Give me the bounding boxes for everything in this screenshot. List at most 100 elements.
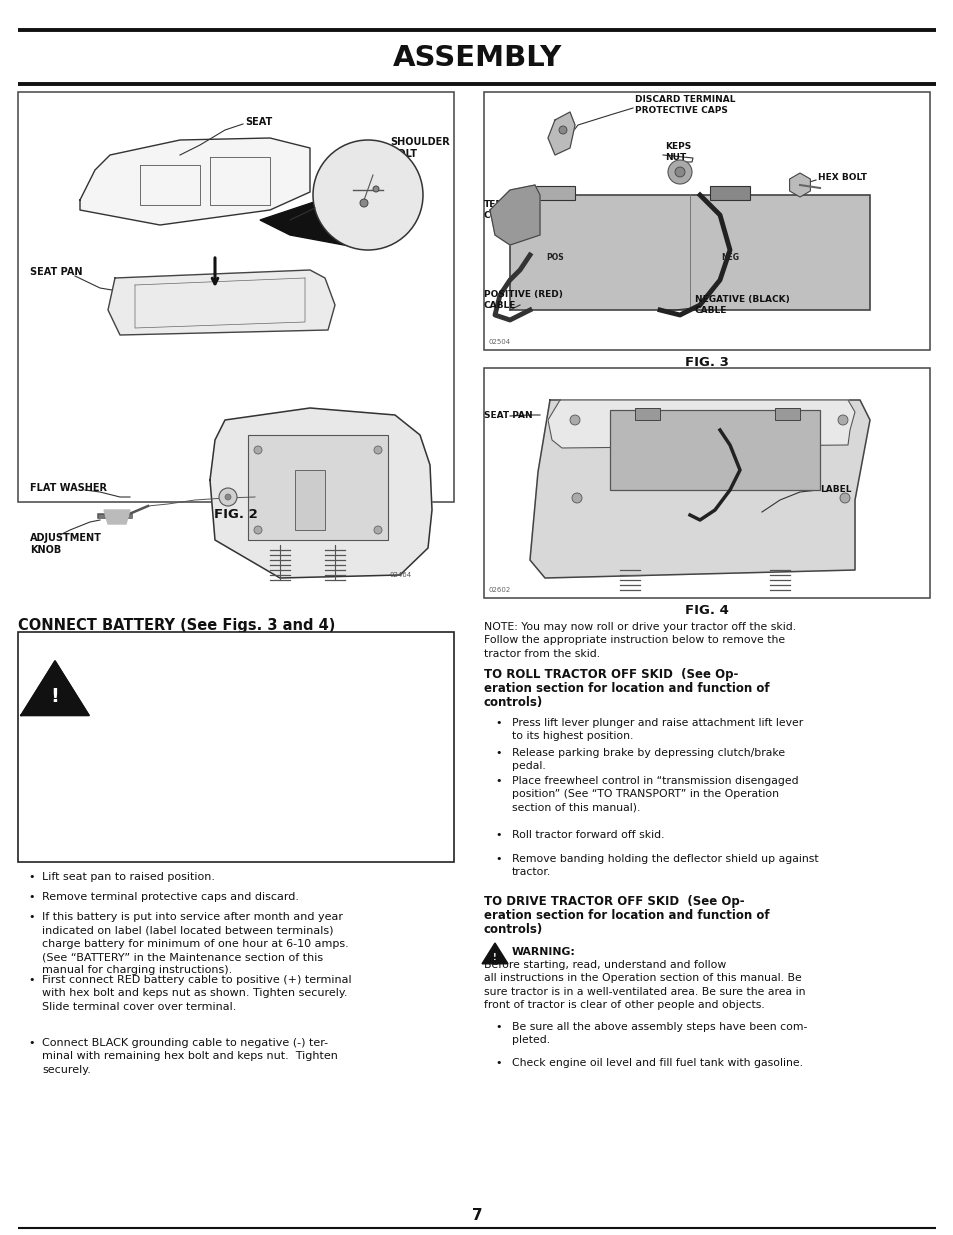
Text: !: !: [493, 953, 497, 962]
Text: •: •: [496, 830, 501, 840]
Text: •: •: [496, 853, 501, 864]
Bar: [18, 632, 454, 862]
Text: Before starting, read, understand and follow
all instructions in the Operation s: Before starting, read, understand and fo…: [483, 960, 804, 1010]
Text: !: !: [51, 688, 59, 706]
Bar: [294, 471, 325, 530]
Text: SEAT PAN: SEAT PAN: [30, 267, 82, 277]
Bar: [609, 410, 820, 490]
Text: First connect RED battery cable to positive (+) terminal
with hex bolt and keps : First connect RED battery cable to posit…: [42, 974, 352, 1011]
Text: If this battery is put into service after month and year
indicated on label (lab: If this battery is put into service afte…: [42, 911, 349, 976]
Text: Positive terminal must be connected
first to prevent sparking from accidental
gr: Positive terminal must be connected firs…: [105, 764, 360, 803]
Text: POSITIVE (RED)
CABLE: POSITIVE (RED) CABLE: [483, 290, 562, 310]
Polygon shape: [490, 185, 539, 245]
Text: Press lift lever plunger and raise attachment lift lever
to its highest position: Press lift lever plunger and raise attac…: [512, 718, 802, 741]
Circle shape: [840, 493, 849, 503]
Text: 7: 7: [471, 1208, 482, 1223]
Bar: [483, 368, 929, 598]
Text: Remove terminal protective caps and discard.: Remove terminal protective caps and disc…: [42, 892, 298, 902]
Text: TO ROLL TRACTOR OFF SKID  (See Op-: TO ROLL TRACTOR OFF SKID (See Op-: [483, 668, 738, 680]
Circle shape: [313, 140, 422, 249]
Bar: [635, 408, 659, 420]
Text: •: •: [496, 776, 501, 785]
Text: eration section for location and function of: eration section for location and functio…: [483, 909, 769, 923]
Text: ADJUSTMENT
KNOB: ADJUSTMENT KNOB: [30, 534, 102, 556]
Bar: [535, 186, 575, 200]
Circle shape: [359, 199, 368, 207]
Text: eration section for location and function of: eration section for location and functio…: [483, 682, 769, 695]
Polygon shape: [80, 138, 310, 225]
Bar: [248, 435, 388, 540]
Text: TO DRIVE TRACTOR OFF SKID  (See Op-: TO DRIVE TRACTOR OFF SKID (See Op-: [483, 895, 744, 908]
Text: controls): controls): [483, 923, 542, 936]
Circle shape: [374, 526, 381, 534]
Circle shape: [572, 493, 581, 503]
Bar: [18, 91, 454, 501]
Bar: [774, 408, 800, 420]
Polygon shape: [260, 200, 370, 248]
Text: •: •: [29, 892, 35, 902]
Text: Connect BLACK grounding cable to negative (-) ter-
minal with remaining hex bolt: Connect BLACK grounding cable to negativ…: [42, 1037, 337, 1074]
Text: Release parking brake by depressing clutch/brake
pedal.: Release parking brake by depressing clut…: [512, 748, 784, 772]
Text: Place freewheel control in “transmission disengaged
position” (See “TO TRANSPORT: Place freewheel control in “transmission…: [512, 776, 798, 813]
Text: Be sure all the above assembly steps have been com-
pleted.: Be sure all the above assembly steps hav…: [512, 1023, 806, 1045]
Text: •: •: [496, 1058, 501, 1068]
Circle shape: [675, 167, 684, 177]
Bar: [709, 186, 749, 200]
Text: NEG: NEG: [720, 253, 739, 262]
Polygon shape: [481, 944, 507, 963]
Text: controls): controls): [483, 697, 542, 709]
Text: Roll tractor forward off skid.: Roll tractor forward off skid.: [512, 830, 664, 840]
Text: 02464: 02464: [390, 572, 412, 578]
Circle shape: [558, 126, 566, 135]
Text: NEGATIVE (BLACK)
CABLE: NEGATIVE (BLACK) CABLE: [695, 295, 789, 315]
Polygon shape: [21, 661, 89, 715]
Polygon shape: [210, 408, 432, 578]
Polygon shape: [104, 510, 130, 524]
Text: FIG. 3: FIG. 3: [684, 356, 728, 368]
Text: 02504: 02504: [489, 338, 511, 345]
Text: DISCARD TERMINAL
PROTECTIVE CAPS: DISCARD TERMINAL PROTECTIVE CAPS: [635, 95, 735, 115]
Text: TERMINAL
COVER: TERMINAL COVER: [483, 200, 536, 220]
Text: •: •: [496, 1023, 501, 1032]
Text: •: •: [496, 748, 501, 758]
Text: •: •: [29, 911, 35, 923]
Polygon shape: [547, 400, 854, 448]
Text: •: •: [29, 1037, 35, 1049]
Polygon shape: [108, 270, 335, 335]
Text: •: •: [29, 872, 35, 882]
Bar: [483, 91, 929, 350]
Text: HEX BOLT: HEX BOLT: [817, 173, 866, 183]
Polygon shape: [547, 112, 575, 156]
Text: FLAT WASHER: FLAT WASHER: [30, 483, 107, 493]
Text: SHOULDER
BOLT: SHOULDER BOLT: [390, 137, 449, 159]
Text: SEAT PAN: SEAT PAN: [483, 410, 532, 420]
Text: •: •: [29, 974, 35, 986]
Text: Remove banding holding the deflector shield up against
tractor.: Remove banding holding the deflector shi…: [512, 853, 818, 877]
Text: SEAT: SEAT: [245, 117, 272, 127]
Text: FIG. 2: FIG. 2: [213, 509, 257, 521]
Text: LABEL: LABEL: [820, 485, 851, 494]
Circle shape: [837, 415, 847, 425]
Text: WARNING:: WARNING:: [512, 947, 576, 957]
Circle shape: [253, 446, 262, 454]
Circle shape: [253, 526, 262, 534]
Text: •: •: [496, 718, 501, 727]
Bar: [510, 195, 869, 310]
Text: CAUTION:  Do not short battery termi-
nals by allowing a wrench or any other
obj: CAUTION: Do not short battery termi- nal…: [105, 641, 349, 719]
Polygon shape: [530, 400, 869, 578]
Text: KEPS
NUT: KEPS NUT: [664, 142, 691, 162]
Text: Check engine oil level and fill fuel tank with gasoline.: Check engine oil level and fill fuel tan…: [512, 1058, 802, 1068]
Text: ASSEMBLY: ASSEMBLY: [392, 44, 561, 72]
Circle shape: [219, 488, 236, 506]
Circle shape: [373, 186, 378, 191]
Text: NOTE: You may now roll or drive your tractor off the skid.
Follow the appropriat: NOTE: You may now roll or drive your tra…: [483, 622, 796, 658]
Text: POS: POS: [546, 253, 563, 262]
Text: CONNECT BATTERY (See Figs. 3 and 4): CONNECT BATTERY (See Figs. 3 and 4): [18, 618, 335, 634]
Circle shape: [569, 415, 579, 425]
Text: Lift seat pan to raised position.: Lift seat pan to raised position.: [42, 872, 214, 882]
Text: FIG. 4: FIG. 4: [684, 604, 728, 616]
Text: 02602: 02602: [489, 587, 511, 593]
Circle shape: [667, 161, 691, 184]
Circle shape: [374, 446, 381, 454]
Circle shape: [225, 494, 231, 500]
